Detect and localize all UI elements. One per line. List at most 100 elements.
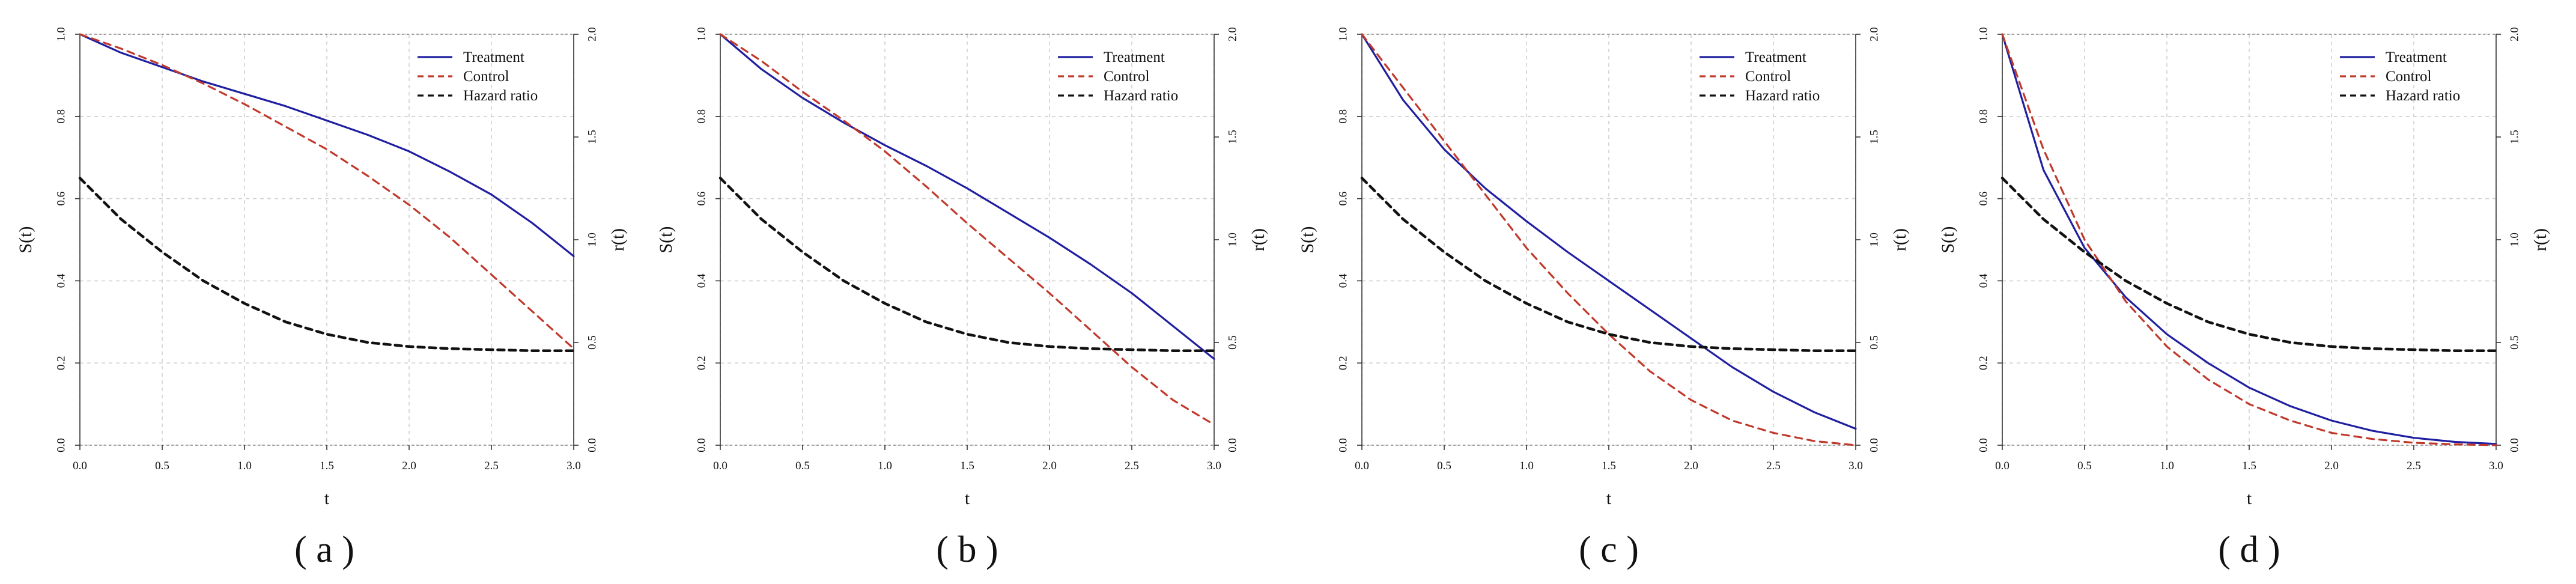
series-line-treatment: [719, 33, 1215, 360]
series-line-hazard-ratio: [1360, 177, 1858, 352]
y-right-tick-label: 1.0: [1868, 233, 1880, 247]
y-axis-right-title: r(t): [2530, 228, 2550, 251]
legend-label: Treatment: [2386, 49, 2447, 65]
legend-label: Control: [2386, 68, 2431, 85]
x-axis-title: t: [1606, 488, 1612, 508]
panel-caption: ( c ): [1579, 529, 1639, 570]
y-right-tick-label: 0.5: [586, 335, 598, 350]
x-tick-label: 2.5: [1766, 460, 1781, 472]
x-tick-label: 2.0: [402, 460, 416, 472]
series-line-hazard-ratio: [718, 177, 1216, 352]
x-tick-label: 1.5: [320, 460, 334, 472]
x-tick-label: 2.0: [2324, 460, 2339, 472]
y-tick-label: 0.8: [695, 109, 708, 124]
y-right-tick-label: 1.0: [586, 233, 598, 247]
y-tick-label: 0.2: [695, 356, 708, 370]
chart-panel-4: 0.0 0.5 1.0 1.5 2.0 2.5 3.0 0.0 0.2 0.4 0.6 0.8 1.0 0…: [1938, 27, 2550, 570]
y-right-tick-label: 2.0: [2508, 27, 2521, 41]
y-right-tick-label: 2.0: [1226, 27, 1239, 41]
x-axis-title: t: [324, 488, 330, 508]
x-tick-label: 0.0: [1355, 460, 1369, 472]
x-tick-label: 3.0: [567, 460, 581, 472]
legend-label: Hazard ratio: [463, 88, 538, 104]
y-tick-label: 1.0: [695, 27, 708, 41]
y-tick-label: 1.0: [1977, 27, 1990, 41]
legend-label: Hazard ratio: [1745, 88, 1820, 104]
y-axis-right-title: r(t): [1890, 228, 1910, 251]
series-line-control: [1361, 33, 1857, 446]
y-tick-label: 0.4: [1977, 273, 1990, 288]
x-axis-title: t: [965, 488, 970, 508]
y-right-tick-label: 1.5: [586, 130, 598, 144]
x-tick-label: 0.5: [795, 460, 810, 472]
x-tick-label: 2.0: [1684, 460, 1698, 472]
y-axis-title: S(t): [1298, 227, 1317, 254]
y-tick-label: 0.8: [1337, 109, 1349, 124]
y-tick-label: 0.6: [695, 192, 708, 206]
y-axis-title: S(t): [656, 227, 676, 254]
x-axis-title: t: [2247, 488, 2252, 508]
legend-label: Hazard ratio: [1104, 88, 1178, 104]
legend-label: Control: [1745, 68, 1791, 85]
y-tick-label: 0.2: [1337, 356, 1349, 370]
x-tick-label: 2.0: [1042, 460, 1057, 472]
x-tick-label: 0.0: [713, 460, 728, 472]
legend-label: Control: [1104, 68, 1149, 85]
legend-label: Hazard ratio: [2386, 88, 2460, 104]
y-tick-label: 0.4: [55, 273, 67, 288]
series-line-control: [719, 33, 1215, 426]
y-tick-label: 0.2: [55, 356, 67, 370]
y-right-tick-label: 0.5: [1868, 335, 1880, 350]
x-tick-label: 2.5: [484, 460, 499, 472]
x-tick-label: 0.0: [1995, 460, 2009, 472]
y-axis-right-title: r(t): [608, 228, 628, 251]
y-right-tick-label: 0.0: [1868, 438, 1880, 452]
x-tick-label: 3.0: [1848, 460, 1863, 472]
y-right-tick-label: 1.5: [2508, 130, 2521, 144]
y-axis-right-title: r(t): [1248, 228, 1268, 251]
y-right-tick-label: 1.5: [1226, 130, 1239, 144]
series-line-treatment: [79, 33, 575, 257]
series-line-control: [2001, 33, 2497, 446]
panel-caption: ( b ): [936, 529, 998, 570]
y-right-tick-label: 1.0: [2508, 233, 2521, 247]
y-tick-label: 0.6: [55, 192, 67, 206]
x-tick-label: 0.5: [155, 460, 169, 472]
chart-panel-1: 0.0 0.5 1.0 1.5 2.0 2.5 3.0 0.0 0.2 0.4 0.6 0.8 1.0 0…: [16, 27, 628, 570]
y-tick-label: 0.6: [1337, 192, 1349, 206]
x-tick-label: 1.0: [237, 460, 252, 472]
y-right-tick-label: 1.5: [1868, 130, 1880, 144]
x-tick-label: 1.0: [1519, 460, 1534, 472]
panel-caption: ( d ): [2218, 529, 2280, 570]
y-tick-label: 0.0: [695, 438, 708, 452]
y-right-tick-label: 0.0: [2508, 438, 2521, 452]
y-tick-label: 0.0: [1337, 438, 1349, 452]
y-tick-label: 0.4: [1337, 273, 1349, 288]
chart-panel-2: 0.0 0.5 1.0 1.5 2.0 2.5 3.0 0.0 0.2 0.4 0.6 0.8 1.0 0…: [656, 27, 1268, 570]
y-right-tick-label: 0.5: [1226, 335, 1239, 350]
y-right-tick-label: 0.0: [1226, 438, 1239, 452]
x-tick-label: 1.5: [2242, 460, 2256, 472]
y-tick-label: 1.0: [55, 27, 67, 41]
y-right-tick-label: 2.0: [586, 27, 598, 41]
x-tick-label: 2.5: [2407, 460, 2421, 472]
y-right-tick-label: 2.0: [1868, 27, 1880, 41]
chart-panel-3: 0.0 0.5 1.0 1.5 2.0 2.5 3.0 0.0 0.2 0.4 0.6 0.8 1.0 0…: [1298, 27, 1910, 570]
series-line-treatment: [2001, 33, 2497, 445]
legend-label: Treatment: [1745, 49, 1806, 65]
y-tick-label: 0.2: [1977, 356, 1990, 370]
y-tick-label: 0.8: [55, 109, 67, 124]
x-tick-label: 1.5: [1602, 460, 1616, 472]
x-tick-label: 3.0: [1207, 460, 1221, 472]
y-right-tick-label: 1.0: [1226, 233, 1239, 247]
legend-label: Control: [463, 68, 509, 85]
series-line-control: [79, 33, 575, 350]
x-tick-label: 0.5: [2077, 460, 2092, 472]
y-axis-title: S(t): [16, 227, 35, 254]
x-tick-label: 1.5: [960, 460, 974, 472]
x-tick-label: 1.0: [878, 460, 892, 472]
x-tick-label: 0.5: [1437, 460, 1451, 472]
legend-label: Treatment: [1104, 49, 1165, 65]
y-tick-label: 0.6: [1977, 192, 1990, 206]
